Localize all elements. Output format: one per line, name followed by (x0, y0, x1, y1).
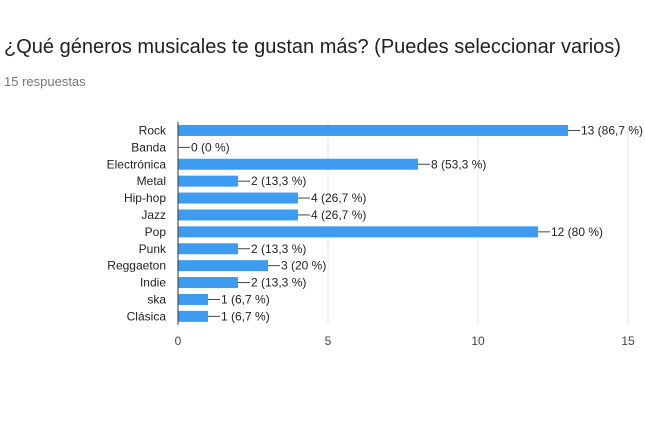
bar (178, 311, 208, 322)
data-label: 4 (26,7 %) (311, 208, 366, 222)
bar (178, 294, 208, 305)
x-tick-label: 0 (175, 334, 182, 348)
category-label: Indie (140, 276, 166, 290)
data-label: 13 (86,7 %) (581, 123, 643, 137)
data-label: 0 (0 %) (191, 140, 230, 154)
category-label: Punk (139, 242, 167, 256)
data-label: 1 (6,7 %) (221, 292, 270, 306)
category-label: Pop (145, 225, 167, 239)
data-label: 12 (80 %) (551, 225, 603, 239)
data-label: 8 (53,3 %) (431, 157, 486, 171)
bar (178, 226, 538, 237)
bar (178, 277, 238, 288)
category-label: Electrónica (107, 157, 167, 171)
x-tick-label: 10 (471, 334, 485, 348)
data-label: 2 (13,3 %) (251, 276, 306, 290)
x-tick-label: 15 (621, 334, 635, 348)
category-label: Jazz (141, 208, 166, 222)
bar (178, 193, 298, 204)
bar (178, 176, 238, 187)
data-label: 2 (13,3 %) (251, 174, 306, 188)
data-label: 2 (13,3 %) (251, 242, 306, 256)
category-label: Metal (137, 174, 166, 188)
category-label: Banda (131, 140, 166, 154)
grid-lines (328, 122, 628, 325)
bar (178, 159, 418, 170)
category-label: Hip-hop (124, 191, 166, 205)
data-label: 4 (26,7 %) (311, 191, 366, 205)
bar (178, 125, 568, 136)
data-label: 3 (20 %) (281, 259, 326, 273)
category-label: Clásica (127, 309, 167, 323)
bar (178, 243, 238, 254)
category-label: Reggaeton (107, 259, 166, 273)
data-label: 1 (6,7 %) (221, 309, 270, 323)
category-label: ska (147, 292, 166, 306)
bar (178, 260, 268, 271)
bar (178, 209, 298, 220)
x-tick-label: 5 (325, 334, 332, 348)
category-label: Rock (139, 123, 167, 137)
